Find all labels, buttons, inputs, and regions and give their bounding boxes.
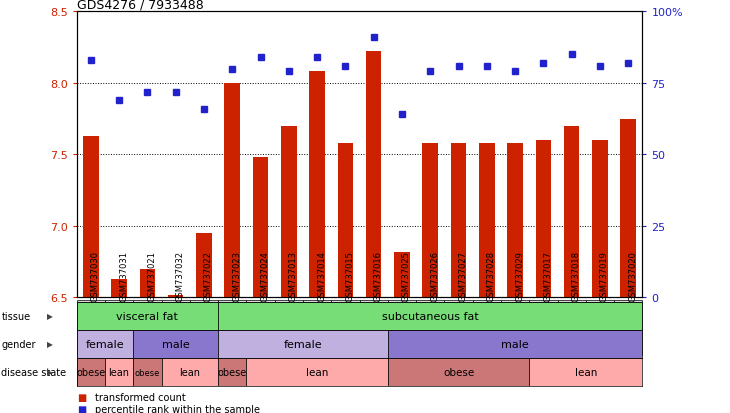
FancyBboxPatch shape [218,300,247,356]
Text: lean: lean [306,367,328,377]
Bar [388,330,642,358]
Text: obese: obese [76,367,105,377]
Bar [507,144,523,298]
FancyBboxPatch shape [105,300,133,356]
Bar [366,52,382,298]
Text: GSM737026: GSM737026 [430,250,439,301]
Bar [450,144,466,298]
FancyBboxPatch shape [133,300,161,356]
Text: female: female [284,339,322,349]
Text: ■: ■ [77,404,86,413]
Text: subcutaneous fat: subcutaneous fat [382,311,479,321]
Text: GSM737031: GSM737031 [119,250,128,301]
Text: GSM737027: GSM737027 [458,250,467,301]
Bar [247,358,388,386]
Bar [388,358,529,386]
Bar [133,330,218,358]
Bar [77,358,105,386]
Bar [77,330,133,358]
FancyBboxPatch shape [558,300,586,356]
Text: male: male [502,339,529,349]
FancyBboxPatch shape [388,300,416,356]
Bar [337,144,353,298]
Text: GSM737029: GSM737029 [515,250,524,301]
FancyBboxPatch shape [614,300,642,356]
Bar [281,126,296,298]
Bar [218,358,246,386]
Text: tissue: tissue [1,311,31,321]
Bar [224,84,240,298]
Text: GSM737014: GSM737014 [317,250,326,301]
FancyBboxPatch shape [445,300,473,356]
Text: GSM737016: GSM737016 [374,250,383,301]
Text: obese: obese [134,368,160,377]
Text: ▶: ▶ [47,311,53,320]
Bar [161,358,218,386]
FancyBboxPatch shape [77,300,105,356]
Bar [133,358,161,386]
Bar [564,126,580,298]
Text: GSM737017: GSM737017 [543,250,553,301]
FancyBboxPatch shape [247,300,274,356]
Bar [529,358,642,386]
Text: lean: lean [575,367,597,377]
Bar [111,279,127,298]
Bar [592,141,608,298]
Text: GSM737022: GSM737022 [204,250,213,301]
FancyBboxPatch shape [161,300,190,356]
Bar [479,144,495,298]
FancyBboxPatch shape [529,300,558,356]
Text: GDS4276 / 7933488: GDS4276 / 7933488 [77,0,204,11]
Text: ■: ■ [77,392,86,402]
Text: obese: obese [443,367,475,377]
Bar [310,72,325,298]
Text: GSM737021: GSM737021 [147,250,156,301]
Text: GSM737020: GSM737020 [629,250,637,301]
Bar [394,252,410,298]
Bar [83,137,99,298]
Bar [105,358,133,386]
Text: ▶: ▶ [47,368,53,377]
Text: GSM737024: GSM737024 [261,250,269,301]
FancyBboxPatch shape [359,300,388,356]
Text: percentile rank within the sample: percentile rank within the sample [95,404,260,413]
Text: female: female [85,339,124,349]
Text: gender: gender [1,339,36,349]
FancyBboxPatch shape [190,300,218,356]
FancyBboxPatch shape [416,300,445,356]
Text: GSM737028: GSM737028 [487,250,496,301]
Text: visceral fat: visceral fat [116,311,178,321]
Text: GSM737025: GSM737025 [402,250,411,301]
Text: lean: lean [180,367,200,377]
Bar [620,119,636,298]
Text: GSM737030: GSM737030 [91,250,100,301]
Text: lean: lean [109,367,130,377]
Text: GSM737018: GSM737018 [572,250,580,301]
Bar [139,269,155,298]
Text: disease state: disease state [1,367,66,377]
Bar [423,144,438,298]
FancyBboxPatch shape [473,300,501,356]
FancyBboxPatch shape [303,300,331,356]
FancyBboxPatch shape [274,300,303,356]
Text: male: male [162,339,190,349]
Bar [168,295,183,298]
Text: GSM737015: GSM737015 [345,250,354,301]
Text: transformed count: transformed count [95,392,185,402]
FancyBboxPatch shape [501,300,529,356]
Bar [253,158,269,298]
Bar [196,234,212,298]
Text: obese: obese [218,367,247,377]
Text: GSM737023: GSM737023 [232,250,241,301]
Bar [218,330,388,358]
FancyBboxPatch shape [331,300,359,356]
Text: GSM737013: GSM737013 [289,250,298,301]
Bar [218,302,642,330]
Text: GSM737019: GSM737019 [600,250,609,301]
Text: GSM737032: GSM737032 [176,250,185,301]
Text: ▶: ▶ [47,339,53,349]
FancyBboxPatch shape [586,300,614,356]
Bar [77,302,218,330]
Bar [536,141,551,298]
